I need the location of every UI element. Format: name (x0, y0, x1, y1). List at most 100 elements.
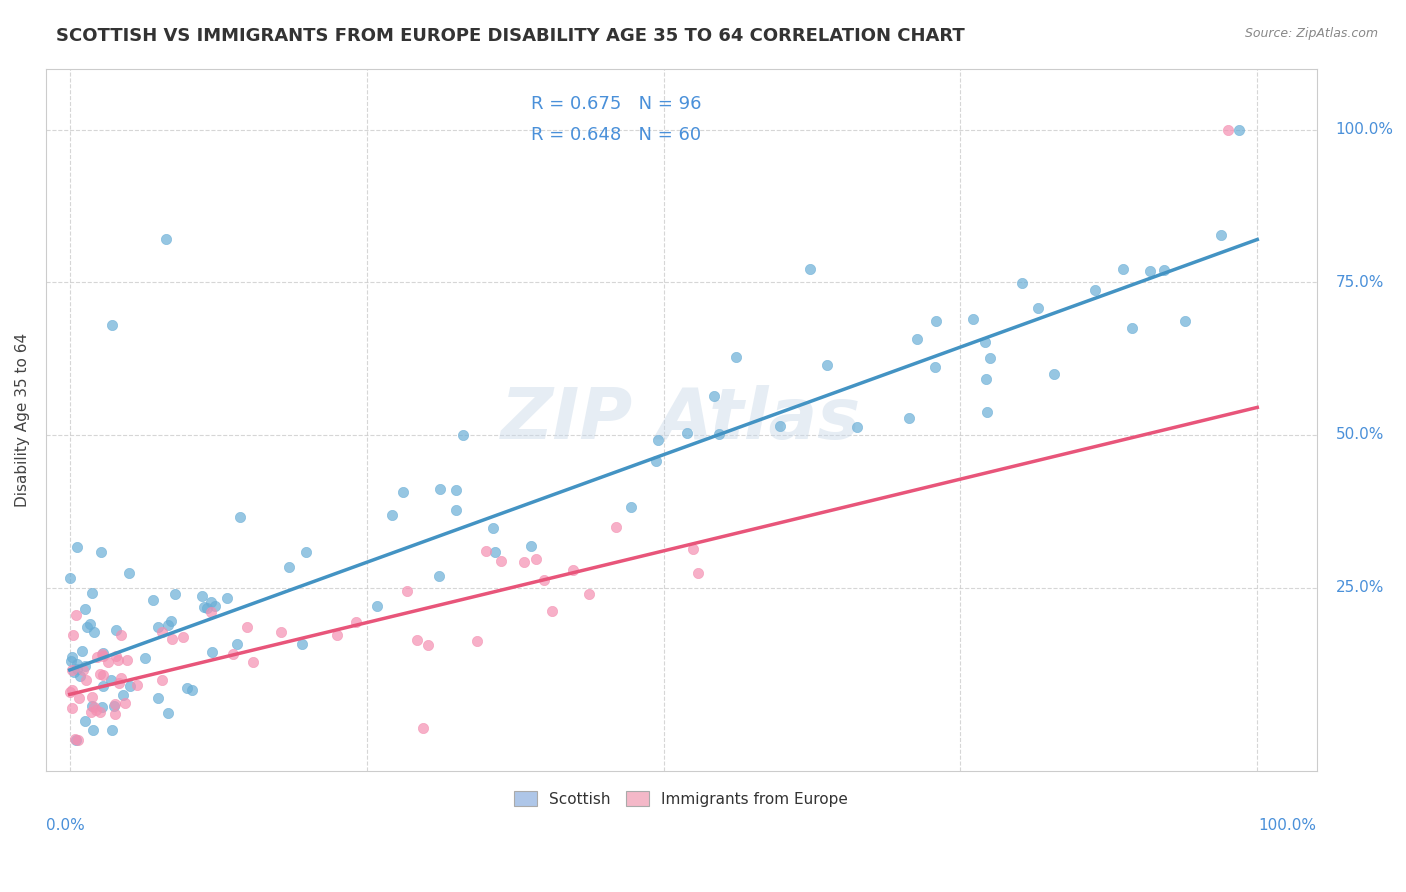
Point (142, 593, 165, 607)
Point (482, 521, 505, 535)
Point (682, 542, 704, 557)
Point (176, 681, 198, 695)
Point (429, 482, 451, 496)
Point (76, 620, 98, 634)
Point (193, 599, 215, 614)
Point (134, 651, 156, 665)
Point (75, 714, 97, 729)
Point (605, 519, 627, 533)
Point (156, 618, 179, 632)
Point (59, 571, 82, 585)
Point (1139, 264, 1161, 278)
Point (160, 632, 183, 647)
Point (484, 545, 506, 559)
Point (104, 697, 127, 711)
Text: 75.0%: 75.0% (1336, 275, 1384, 290)
Point (65, 662, 87, 676)
Text: 50.0%: 50.0% (1336, 427, 1384, 442)
Point (89, 706, 111, 720)
Point (83, 625, 105, 640)
Point (444, 483, 467, 497)
Point (1153, 263, 1175, 277)
Point (291, 637, 314, 651)
Point (101, 723, 124, 738)
Point (60, 701, 83, 715)
Point (90, 544, 112, 558)
Point (392, 485, 415, 500)
Point (200, 595, 222, 609)
Point (924, 359, 946, 374)
Point (90, 699, 112, 714)
Point (146, 691, 169, 706)
Point (82, 723, 104, 737)
Point (104, 706, 127, 721)
Point (91, 679, 114, 693)
Point (91, 668, 114, 682)
Point (979, 351, 1001, 365)
Point (60, 654, 83, 668)
Point (707, 427, 730, 442)
Point (815, 358, 838, 372)
Text: SCOTTISH VS IMMIGRANTS FROM EUROPE DISABILITY AGE 35 TO 64 CORRELATION CHART: SCOTTISH VS IMMIGRANTS FROM EUROPE DISAB… (56, 27, 965, 45)
Point (619, 500, 641, 514)
Point (82, 586, 104, 600)
Point (412, 721, 434, 735)
Point (80, 690, 103, 704)
Point (962, 312, 984, 326)
Point (1174, 314, 1197, 328)
Point (63, 665, 86, 679)
Point (647, 433, 669, 447)
Point (79, 616, 101, 631)
Text: Source: ZipAtlas.com: Source: ZipAtlas.com (1244, 27, 1378, 40)
Legend: Scottish, Immigrants from Europe: Scottish, Immigrants from Europe (505, 781, 858, 815)
Point (489, 554, 512, 568)
Point (222, 647, 245, 661)
Point (73, 659, 96, 673)
Point (103, 698, 125, 713)
Point (127, 678, 149, 692)
Point (107, 653, 129, 667)
Point (75, 601, 97, 615)
Point (217, 591, 239, 606)
Point (191, 590, 214, 604)
Point (101, 318, 124, 332)
Point (676, 425, 699, 440)
Point (107, 676, 129, 690)
Point (427, 569, 450, 583)
Point (93, 649, 115, 664)
Point (86, 649, 108, 664)
Point (381, 508, 404, 522)
Point (475, 544, 498, 558)
Point (725, 351, 748, 365)
Point (163, 587, 186, 601)
Point (845, 419, 868, 434)
Point (294, 545, 316, 559)
Point (1043, 367, 1066, 381)
Point (90, 647, 112, 661)
Point (72, 663, 94, 677)
Point (155, 232, 177, 246)
Point (242, 655, 264, 669)
Point (200, 606, 222, 620)
Point (533, 573, 555, 587)
Text: 100.0%: 100.0% (1258, 819, 1316, 833)
Point (70, 644, 93, 658)
Point (561, 563, 583, 577)
Point (540, 604, 562, 618)
Point (69, 668, 91, 682)
Point (180, 683, 202, 698)
Point (65, 607, 87, 622)
Point (201, 645, 224, 659)
Point (366, 599, 388, 614)
Point (148, 620, 170, 634)
Point (1112, 262, 1135, 277)
Point (84, 703, 107, 717)
Point (75, 673, 97, 687)
Point (100, 673, 122, 687)
Point (1211, 228, 1233, 243)
Text: 0.0%: 0.0% (46, 819, 84, 833)
Point (235, 620, 257, 634)
Point (60, 649, 83, 664)
Point (204, 599, 226, 613)
Point (97, 655, 120, 669)
